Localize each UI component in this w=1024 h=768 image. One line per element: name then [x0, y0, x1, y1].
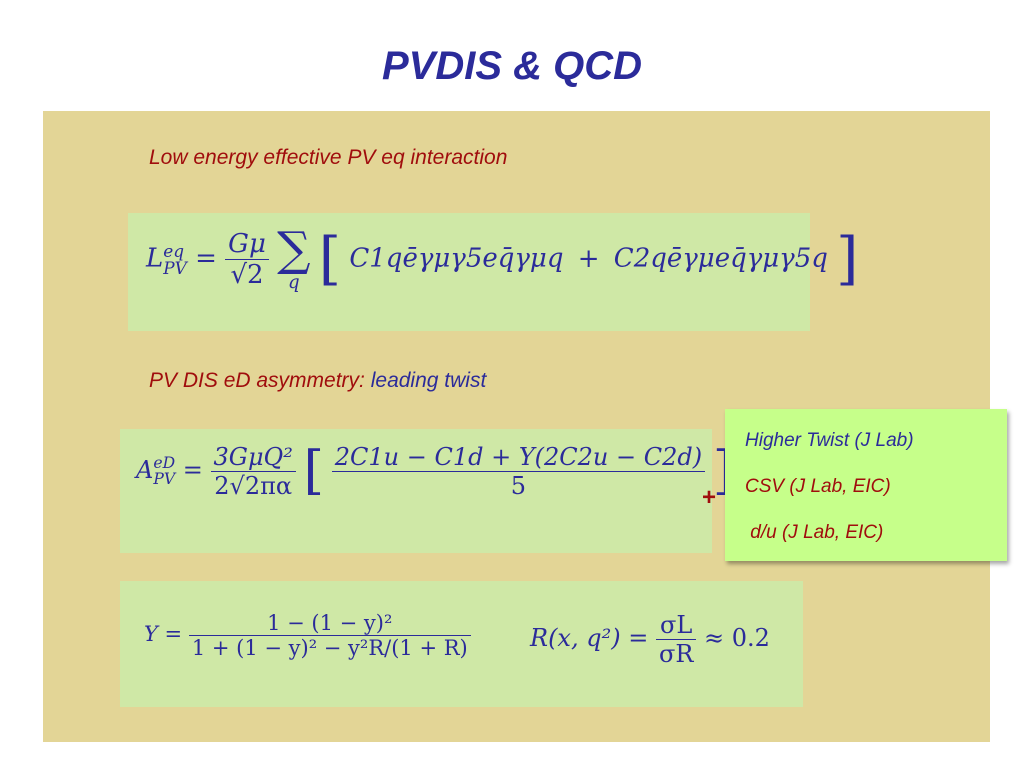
lagrangian-plus: +	[577, 243, 600, 274]
y-fraction-numerator: 1 − (1 − y)²	[188, 611, 471, 636]
asymmetry-lhs-sup: eD	[153, 453, 176, 472]
asymmetry-open-bracket: [	[303, 440, 325, 502]
lagrangian-close-bracket: ]	[836, 225, 859, 292]
corrections-box: Higher Twist (J Lab) CSV (J Lab, EIC) d/…	[725, 409, 1007, 561]
asymmetry-caption: PV DIS eD asymmetry: leading twist	[149, 369, 486, 393]
lagrangian-open-bracket: [	[318, 225, 342, 292]
csv-item: CSV (J Lab, EIC)	[745, 476, 891, 497]
lagrangian-equals: =	[195, 243, 217, 274]
lagrangian-fraction-numerator: Gμ	[225, 229, 269, 260]
asymmetry-coupling-numerator: 2C1u − C1d + Y(2C2u − C2d)	[331, 443, 706, 472]
r-ratio-equation: R(x, q²) = σL σR ≈ 0.2	[530, 611, 770, 668]
sum-symbol: ∑	[277, 223, 311, 277]
effective-interaction-caption: Low energy effective PV eq interaction	[149, 146, 508, 169]
d-over-u-item: d/u (J Lab, EIC)	[745, 522, 884, 543]
higher-twist-item: Higher Twist (J Lab)	[745, 430, 914, 451]
page-title: PVDIS & QCD	[381, 44, 643, 88]
lagrangian-lhs-indices: eq PV	[163, 240, 187, 278]
r-ratio-value: ≈ 0.2	[704, 624, 770, 652]
r-ratio-fraction: σL σR	[655, 611, 697, 668]
r-ratio-numerator: σL	[655, 611, 697, 640]
y-fraction-denominator: 1 + (1 − y)² − y²R/(1 + R)	[191, 636, 468, 660]
lagrangian-lhs-symbol: L	[146, 243, 164, 274]
lagrangian-lhs-sup: eq	[163, 240, 185, 261]
sum-over-quarks: ∑ q	[277, 227, 310, 292]
lagrangian-term-1: C1qēγμγ5eq̄γμq	[349, 243, 564, 274]
y-lhs: Y =	[144, 622, 183, 646]
lagrangian-lhs-sub: PV	[163, 257, 187, 278]
asymmetry-caption-leading-twist: leading twist	[370, 369, 487, 392]
asymmetry-lhs-sub: PV	[153, 469, 176, 488]
asymmetry-lhs-indices: eD PV	[153, 453, 176, 488]
lagrangian-coupling-fraction: Gμ √2	[225, 229, 269, 290]
asymmetry-prefactor-denominator: 2√2πα	[214, 472, 293, 500]
r-ratio-lhs: R(x, q²) =	[530, 624, 649, 652]
asymmetry-coupling-fraction: 2C1u − C1d + Y(2C2u − C2d) 5	[331, 443, 706, 500]
y-fraction: 1 − (1 − y)² 1 + (1 − y)² − y²R/(1 + R)	[188, 611, 471, 660]
asymmetry-coupling-denominator: 5	[510, 472, 527, 500]
asymmetry-caption-prefix: PV DIS eD asymmetry:	[149, 369, 371, 392]
asymmetry-lhs-symbol: A	[136, 456, 154, 484]
asymmetry-prefactor-numerator: 3GμQ²	[210, 443, 296, 472]
sum-index: q	[287, 271, 300, 293]
y-definition-equation: Y = 1 − (1 − y)² 1 + (1 − y)² − y²R/(1 +…	[144, 611, 471, 660]
asymmetry-equals: =	[182, 456, 203, 484]
plus-sign: +	[702, 484, 717, 511]
lagrangian-fraction-denominator: √2	[230, 260, 264, 290]
kinematics-equation-box: Y = 1 − (1 − y)² 1 + (1 − y)² − y²R/(1 +…	[120, 581, 803, 707]
lagrangian-term-2: C2qēγμeq̄γμγ5q	[613, 243, 828, 274]
asymmetry-prefactor-fraction: 3GμQ² 2√2πα	[210, 443, 296, 500]
r-ratio-denominator: σR	[658, 640, 694, 668]
